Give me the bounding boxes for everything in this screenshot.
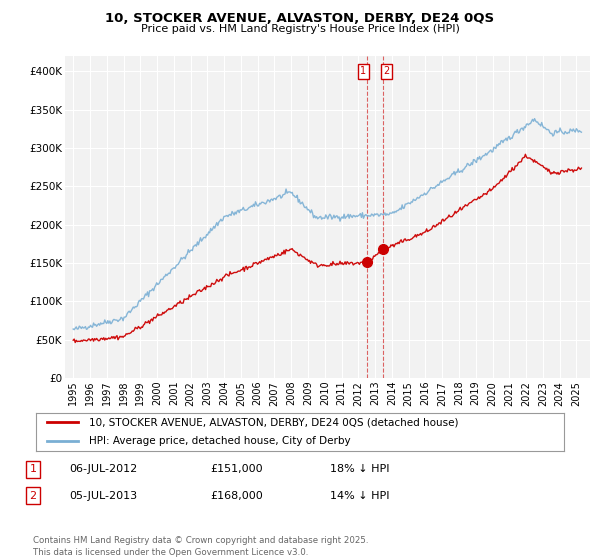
Text: Price paid vs. HM Land Registry's House Price Index (HPI): Price paid vs. HM Land Registry's House … bbox=[140, 24, 460, 34]
Text: 06-JUL-2012: 06-JUL-2012 bbox=[69, 464, 137, 474]
Text: HPI: Average price, detached house, City of Derby: HPI: Average price, detached house, City… bbox=[89, 436, 350, 446]
Text: 1: 1 bbox=[29, 464, 37, 474]
Text: 2: 2 bbox=[384, 66, 390, 76]
Text: 18% ↓ HPI: 18% ↓ HPI bbox=[330, 464, 389, 474]
Text: 05-JUL-2013: 05-JUL-2013 bbox=[69, 491, 137, 501]
Text: £151,000: £151,000 bbox=[210, 464, 263, 474]
Text: 1: 1 bbox=[360, 66, 367, 76]
Text: £168,000: £168,000 bbox=[210, 491, 263, 501]
Text: 10, STOCKER AVENUE, ALVASTON, DERBY, DE24 0QS: 10, STOCKER AVENUE, ALVASTON, DERBY, DE2… bbox=[106, 12, 494, 25]
Text: Contains HM Land Registry data © Crown copyright and database right 2025.
This d: Contains HM Land Registry data © Crown c… bbox=[33, 536, 368, 557]
Text: 10, STOCKER AVENUE, ALVASTON, DERBY, DE24 0QS (detached house): 10, STOCKER AVENUE, ALVASTON, DERBY, DE2… bbox=[89, 417, 458, 427]
Text: 14% ↓ HPI: 14% ↓ HPI bbox=[330, 491, 389, 501]
Text: 2: 2 bbox=[29, 491, 37, 501]
